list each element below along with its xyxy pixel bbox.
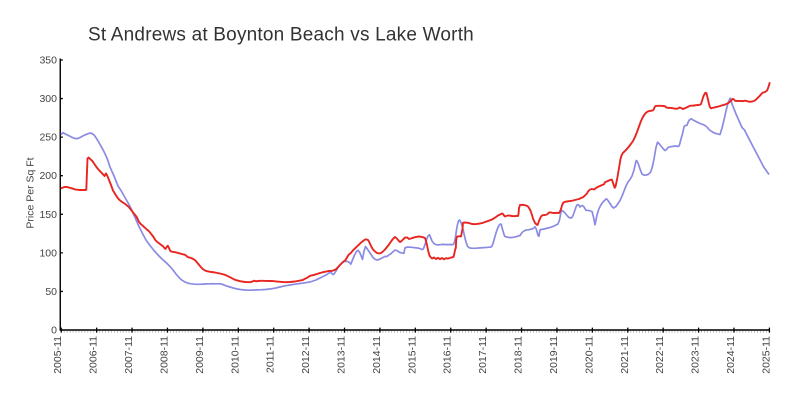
svg-text:2018-11: 2018-11: [513, 336, 525, 374]
svg-text:2008-11: 2008-11: [159, 336, 171, 374]
svg-text:250: 250: [39, 132, 57, 144]
svg-text:2025-11: 2025-11: [760, 336, 772, 374]
svg-text:2017-11: 2017-11: [477, 336, 489, 374]
svg-text:300: 300: [39, 93, 57, 105]
svg-text:2005-11: 2005-11: [52, 336, 64, 374]
svg-text:2024-11: 2024-11: [725, 336, 737, 374]
svg-text:100: 100: [39, 247, 57, 259]
svg-text:St Andrews at Boynton Beach vs: St Andrews at Boynton Beach vs Lake Wort…: [88, 25, 474, 46]
svg-text:2007-11: 2007-11: [123, 336, 135, 374]
svg-text:2023-11: 2023-11: [690, 336, 702, 374]
svg-text:2006-11: 2006-11: [88, 336, 100, 374]
svg-text:2022-11: 2022-11: [654, 336, 666, 374]
svg-text:150: 150: [39, 209, 57, 221]
svg-text:Price Per Sq Ft: Price Per Sq Ft: [25, 157, 37, 228]
svg-text:50: 50: [45, 286, 57, 298]
svg-text:2012-11: 2012-11: [300, 336, 312, 374]
svg-text:2010-11: 2010-11: [229, 336, 241, 374]
svg-text:2011-11: 2011-11: [265, 336, 277, 373]
svg-text:2009-11: 2009-11: [194, 336, 206, 374]
svg-text:2014-11: 2014-11: [371, 336, 383, 374]
svg-text:0: 0: [51, 325, 57, 337]
svg-text:2015-11: 2015-11: [406, 336, 418, 374]
svg-text:200: 200: [39, 170, 57, 182]
svg-text:2016-11: 2016-11: [442, 336, 454, 374]
svg-text:350: 350: [39, 55, 57, 67]
svg-text:2021-11: 2021-11: [619, 336, 631, 374]
svg-text:2013-11: 2013-11: [336, 336, 348, 374]
svg-text:2020-11: 2020-11: [583, 336, 595, 374]
svg-text:2019-11: 2019-11: [548, 336, 560, 374]
